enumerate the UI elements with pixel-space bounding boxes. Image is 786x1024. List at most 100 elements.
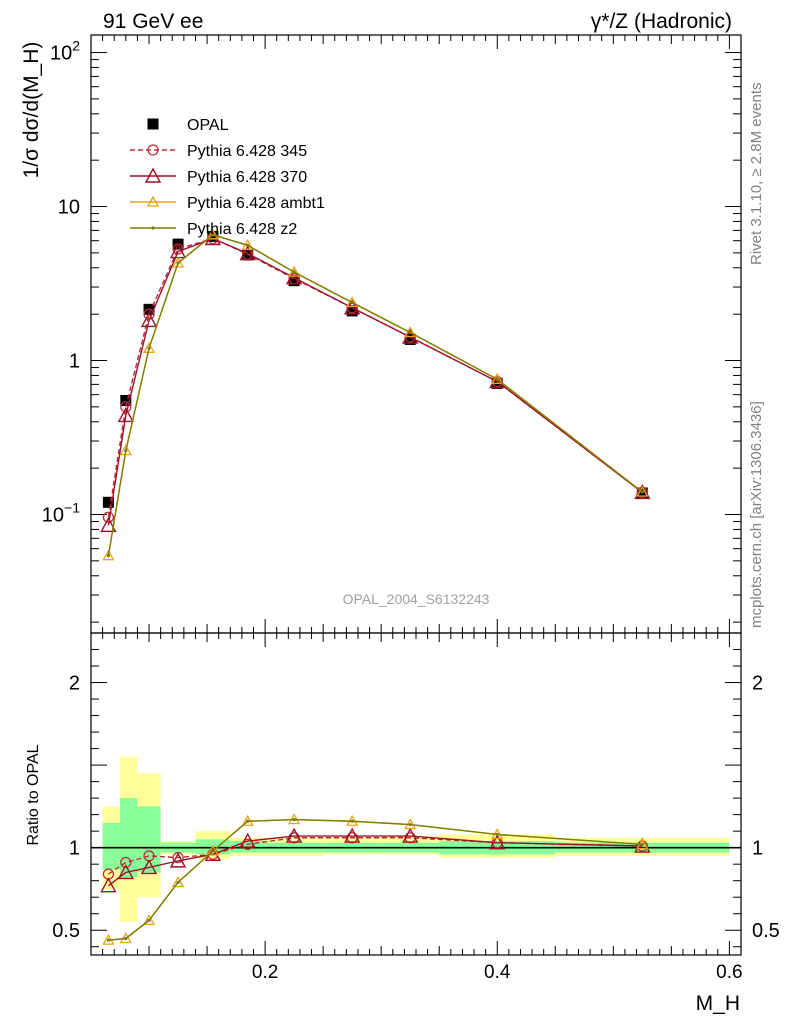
y-tick-label: 10: [58, 197, 80, 219]
legend-marker-1: [147, 144, 159, 156]
ratio-series-point-1-2: [140, 859, 158, 875]
ratio-y-tick-label: 1: [69, 838, 80, 860]
main-series-point-3-7: [346, 296, 359, 308]
ratio-series-point-3-7: [350, 819, 354, 823]
main-series-point-2-5: [239, 245, 256, 261]
ratio-series-point-3-9: [495, 832, 499, 837]
ratio-y-tick-label-right: 0.5: [752, 920, 780, 942]
main-series-point-4-7: [350, 300, 354, 305]
main-series-line-1: [107, 237, 643, 518]
main-series-point-0-6: [288, 275, 300, 287]
ratio-series-point-1-1: [117, 863, 134, 880]
ratio-y-tick-label-right: 1: [752, 838, 763, 860]
ratio-series-point-1-6: [285, 827, 303, 843]
main-series-point-3-8: [404, 326, 417, 338]
ratio-frame: [90, 632, 742, 956]
main-series-point-4-4: [211, 233, 215, 237]
legend: OPAL Pythia 6.428 345 Pythia 6.428 370 Pyth…: [130, 117, 325, 238]
analysis-watermark: OPAL_2004_S6132243: [343, 591, 490, 607]
ratio-panel: 0.2 0.4 0.6 0.5 0.5 1 1 2 2: [52, 632, 780, 983]
ratio-series-point-3-6: [292, 817, 296, 822]
ratio-series-point-2-3: [171, 876, 185, 887]
main-series-point-3-9: [491, 372, 504, 384]
ratio-series-point-1-3: [169, 852, 187, 868]
main-series-point-2-1: [117, 406, 134, 423]
main-ylabel: 1/σ dσ/d(M_H): [20, 42, 43, 179]
main-series-point-0-8: [404, 333, 416, 345]
ratio-y-tick-label: 2: [69, 673, 80, 695]
main-series-point-3-3: [171, 256, 185, 268]
main-series-point-2-6: [285, 269, 303, 285]
ratio-series-point-3-5: [246, 819, 250, 823]
ratio-ylabel: Ratio to OPAL: [25, 744, 42, 845]
ratio-series-point-1-7: [343, 827, 361, 843]
main-series-point-4-0: [106, 554, 111, 558]
header-left-label: 91 GeV ee: [103, 10, 203, 33]
ratio-series-point-3-1: [124, 936, 128, 941]
legend-label-2: Pythia 6.428 370: [187, 169, 307, 186]
main-series-point-3-10: [636, 485, 649, 497]
ratio-series-point-1-5: [239, 832, 256, 848]
main-series-point-4-2: [147, 346, 151, 350]
main-series-point-3-6: [288, 265, 301, 277]
mcplots-label: mcplots.cern.ch [arXiv:1306.3436]: [748, 401, 765, 628]
main-series-line-3: [107, 234, 643, 556]
ratio-series-point-2-2: [142, 913, 156, 925]
legend-label-3: Pythia 6.428 ambt1: [187, 195, 325, 212]
y-tick-label: 10−1: [42, 500, 80, 527]
ratio-series-point-0-1: [120, 856, 132, 869]
main-series-point-1-9: [491, 375, 503, 388]
main-series-point-2-0: [100, 516, 117, 533]
ratio-series-point-2-1: [119, 932, 132, 944]
legend-marker-4: [151, 226, 155, 230]
main-series-line-4: [107, 234, 643, 556]
main-panel: 10−1 1 10 102: [42, 34, 742, 634]
ratio-stat-band-0: [102, 822, 121, 870]
legend-label-1: Pythia 6.428 345: [187, 143, 307, 160]
main-series-point-0-0: [102, 496, 114, 508]
main-series-point-0-1: [120, 394, 132, 406]
main-series-point-4-8: [408, 330, 412, 335]
main-series-point-2-2: [140, 311, 158, 328]
ratio-y-tick-label-right: 2: [752, 673, 763, 695]
ratio-series-point-3-2: [147, 918, 151, 922]
main-series-point-4-6: [292, 270, 296, 274]
legend-marker-0: [147, 118, 159, 130]
main-series-point-3-0: [102, 549, 115, 561]
rivet-version-label: Rivet 3.1.10, ≥ 2.8M events: [748, 83, 765, 266]
ratio-series-point-3-8: [408, 822, 412, 827]
ratio-series-point-3-4: [211, 849, 215, 853]
x-tick-label: 0.4: [484, 962, 511, 983]
y-tick-label: 102: [50, 38, 80, 65]
main-series-point-4-5: [246, 243, 250, 247]
main-series-point-3-4: [206, 228, 219, 240]
main-series-point-4-10: [640, 490, 644, 494]
main-series-line-2: [107, 237, 643, 526]
ratio-series-point-3-10: [640, 842, 644, 846]
ratio-series-point-3-3: [176, 880, 180, 884]
ratio-series-line-1: [107, 835, 643, 887]
ratio-stat-band-2: [137, 806, 161, 873]
main-series-point-2-7: [343, 299, 361, 315]
legend-marker-2: [144, 167, 162, 183]
x-tick-label: 0.6: [716, 962, 742, 983]
main-series-point-4-9: [495, 377, 499, 381]
header-right-label: γ*/Z (Hadronic): [591, 10, 732, 33]
ratio-series-point-2-4: [206, 844, 219, 856]
ratio-xlabel: M_H: [696, 992, 740, 1015]
ratio-series-point-1-8: [402, 827, 419, 843]
ratio-series-point-1-0: [100, 877, 117, 893]
ratio-series-line-0: [108, 837, 643, 875]
ratio-y-tick-label: 0.5: [52, 920, 80, 942]
ratio-series-point-1-9: [489, 834, 506, 850]
legend-label-4: Pythia 6.428 z2: [187, 221, 297, 238]
main-series-point-0-7: [346, 305, 358, 317]
ratio-series-point-3-0: [106, 938, 111, 942]
main-series-point-3-2: [142, 341, 156, 353]
main-series-point-4-1: [124, 449, 128, 453]
x-tick-label: 0.2: [252, 962, 278, 983]
main-series-point-1-1: [120, 401, 132, 413]
legend-marker-3: [146, 195, 160, 207]
legend-label-0: OPAL: [187, 117, 229, 134]
